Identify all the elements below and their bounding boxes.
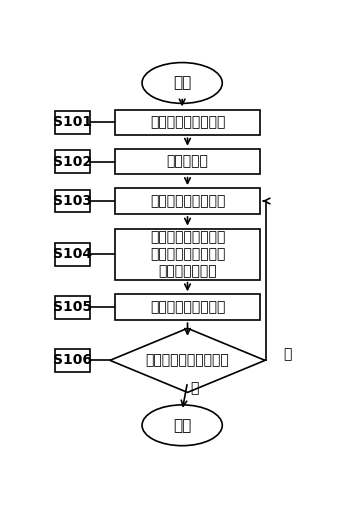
Text: 是: 是 — [190, 382, 198, 396]
Text: 初始化种群: 初始化种群 — [167, 155, 208, 169]
Text: 输入首波和时差范围: 输入首波和时差范围 — [150, 115, 225, 129]
Ellipse shape — [142, 405, 222, 446]
Text: 开始: 开始 — [173, 76, 191, 90]
Bar — [55, 190, 90, 213]
Text: 更新粒子的历史最高
适应度值和种群的全
局最高适应度值: 更新粒子的历史最高 适应度值和种群的全 局最高适应度值 — [150, 230, 225, 278]
Text: S101: S101 — [53, 115, 92, 129]
Text: S105: S105 — [53, 300, 92, 314]
Bar — [115, 294, 260, 320]
Bar — [115, 109, 260, 135]
Bar — [55, 150, 90, 173]
Bar — [55, 111, 90, 134]
Text: 否: 否 — [284, 347, 292, 361]
Text: S106: S106 — [53, 354, 92, 367]
Text: 判断是否满足终止条件: 判断是否满足终止条件 — [146, 354, 229, 367]
Text: 更新粒子速度和位置: 更新粒子速度和位置 — [150, 300, 225, 314]
Bar — [115, 149, 260, 174]
Bar — [115, 228, 260, 280]
Bar — [115, 188, 260, 214]
Text: 计算粒子的适应度值: 计算粒子的适应度值 — [150, 194, 225, 208]
Text: S104: S104 — [53, 247, 92, 261]
Bar — [55, 243, 90, 266]
Bar — [55, 296, 90, 319]
Text: S102: S102 — [53, 155, 92, 169]
Bar — [55, 349, 90, 372]
Polygon shape — [110, 328, 265, 392]
Text: S103: S103 — [53, 194, 92, 208]
Text: 结束: 结束 — [173, 418, 191, 433]
Ellipse shape — [142, 62, 222, 103]
